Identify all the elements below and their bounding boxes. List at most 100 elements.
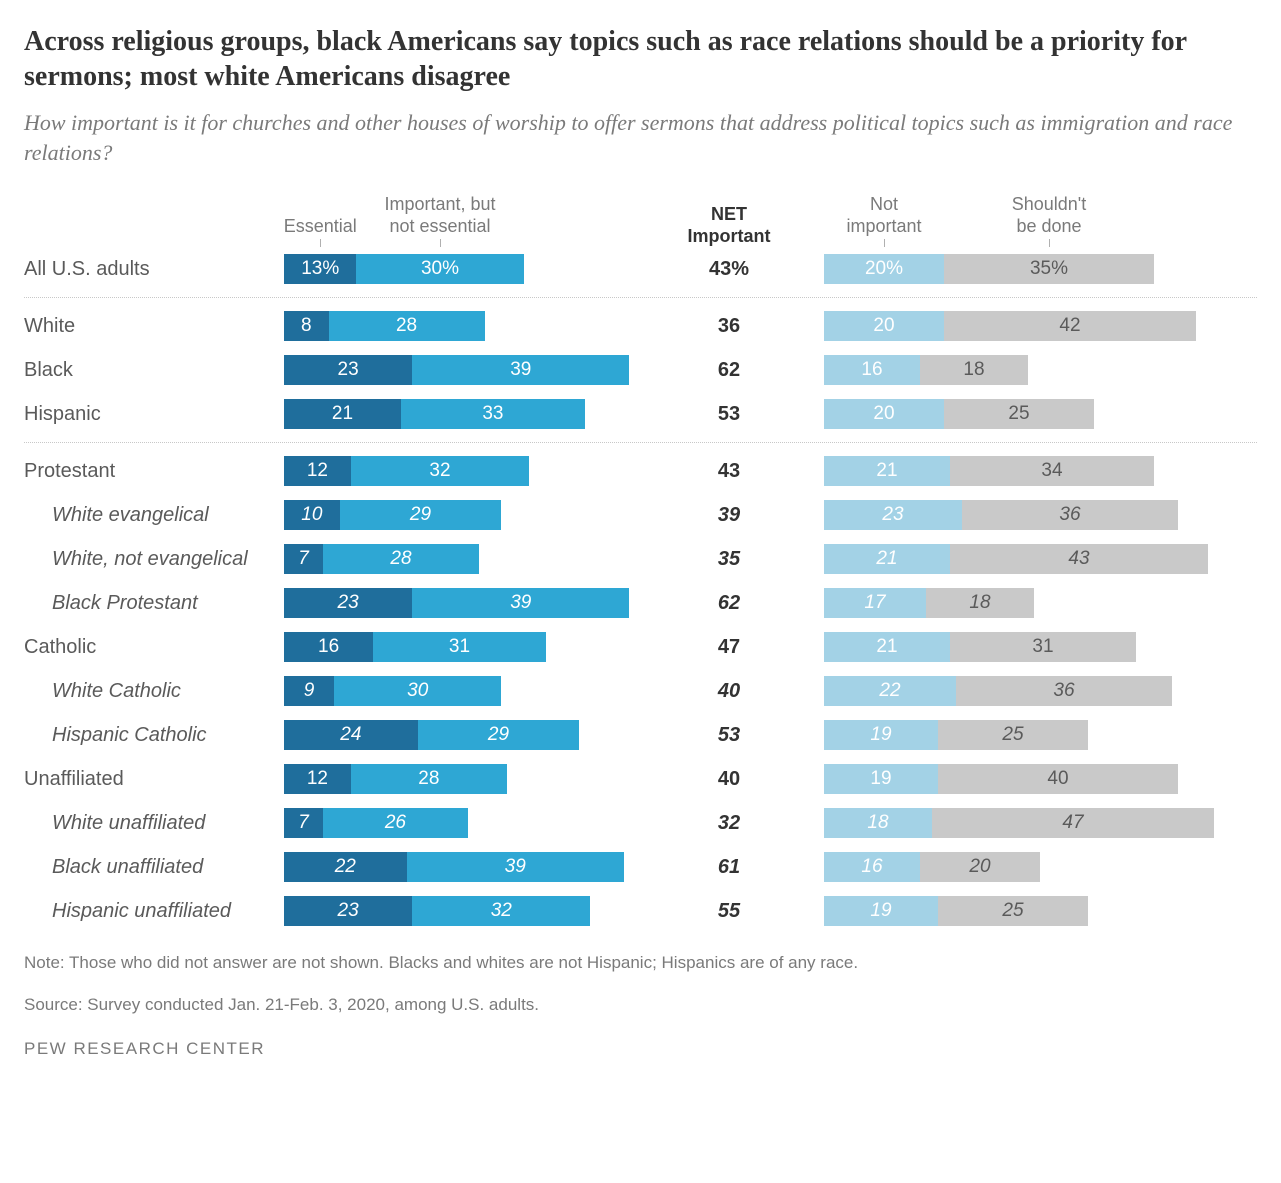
seg-shouldnt: 25 — [938, 896, 1088, 926]
seg-shouldnt: 25 — [944, 399, 1094, 429]
seg-shouldnt: 42 — [944, 311, 1196, 341]
table-row: Catholic1631472131 — [24, 625, 1257, 669]
net-value: 43 — [674, 460, 784, 483]
right-bar: 1925 — [824, 896, 1244, 926]
group-separator — [24, 297, 1257, 298]
table-row: Hispanic Catholic2429531925 — [24, 713, 1257, 757]
seg-not-important: 19 — [824, 764, 938, 794]
seg-not-important: 19 — [824, 720, 938, 750]
seg-important: 32 — [351, 456, 529, 486]
seg-shouldnt: 25 — [938, 720, 1088, 750]
seg-important: 29 — [340, 500, 502, 530]
left-bar: 930 — [284, 676, 674, 706]
header-row: EssentialImportant, but not essential NE… — [24, 189, 1257, 247]
chart-title: Across religious groups, black Americans… — [24, 24, 1257, 94]
left-bar: 2429 — [284, 720, 674, 750]
row-label: Hispanic Catholic — [24, 724, 284, 747]
left-bar: 828 — [284, 311, 674, 341]
seg-not-important: 16 — [824, 852, 920, 882]
table-row: Protestant1232432134 — [24, 449, 1257, 493]
row-label: Unaffiliated — [24, 768, 284, 791]
seg-not-important: 20% — [824, 254, 944, 284]
seg-important: 28 — [351, 764, 507, 794]
seg-essential: 9 — [284, 676, 334, 706]
seg-shouldnt: 20 — [920, 852, 1040, 882]
net-value: 40 — [674, 680, 784, 703]
seg-essential: 12 — [284, 764, 351, 794]
net-value: 43% — [674, 258, 784, 281]
tick — [440, 239, 441, 247]
row-label: Black unaffiliated — [24, 856, 284, 879]
table-row: White unaffiliated726321847 — [24, 801, 1257, 845]
right-bar: 1940 — [824, 764, 1244, 794]
hdr-important-label: Important, but not essential — [360, 194, 520, 237]
seg-essential: 7 — [284, 808, 323, 838]
row-label: White evangelical — [24, 504, 284, 527]
right-bar: 1618 — [824, 355, 1244, 385]
tick — [1049, 239, 1050, 247]
note-line-1: Note: Those who did not answer are not s… — [24, 951, 1257, 975]
seg-not-important: 22 — [824, 676, 956, 706]
row-label: White Catholic — [24, 680, 284, 703]
seg-shouldnt: 31 — [950, 632, 1136, 662]
right-bar: 1718 — [824, 588, 1244, 618]
hdr-not-important: Not important — [804, 194, 964, 247]
seg-shouldnt: 47 — [932, 808, 1214, 838]
seg-shouldnt: 43 — [950, 544, 1208, 574]
left-bar: 726 — [284, 808, 674, 838]
right-bar: 2131 — [824, 632, 1244, 662]
right-bar: 2134 — [824, 456, 1244, 486]
seg-shouldnt: 18 — [926, 588, 1034, 618]
hdr-shouldnt-label: Shouldn't be done — [969, 194, 1129, 237]
row-label: Hispanic — [24, 403, 284, 426]
seg-essential: 7 — [284, 544, 323, 574]
seg-essential: 13% — [284, 254, 356, 284]
left-bar: 2239 — [284, 852, 674, 882]
net-value: 55 — [674, 900, 784, 923]
left-bar: 13%30% — [284, 254, 674, 284]
table-row: Black2339621618 — [24, 348, 1257, 392]
net-value: 35 — [674, 548, 784, 571]
table-row: White Catholic930402236 — [24, 669, 1257, 713]
hdr-important: Important, but not essential — [360, 194, 520, 247]
right-bar: 2025 — [824, 399, 1244, 429]
net-value: 62 — [674, 592, 784, 615]
right-bar: 2042 — [824, 311, 1244, 341]
seg-essential: 8 — [284, 311, 329, 341]
seg-not-important: 23 — [824, 500, 962, 530]
seg-important: 29 — [418, 720, 580, 750]
left-bar: 2339 — [284, 588, 674, 618]
seg-shouldnt: 40 — [938, 764, 1178, 794]
seg-important: 39 — [412, 355, 629, 385]
seg-not-important: 17 — [824, 588, 926, 618]
seg-essential: 23 — [284, 355, 412, 385]
seg-not-important: 20 — [824, 399, 944, 429]
right-bar: 2236 — [824, 676, 1244, 706]
right-bar: 20%35% — [824, 254, 1244, 284]
seg-important: 28 — [329, 311, 485, 341]
seg-essential: 23 — [284, 896, 412, 926]
note-line-2: Source: Survey conducted Jan. 21-Feb. 3,… — [24, 993, 1257, 1017]
rows-container: All U.S. adults13%30%43%20%35%White82836… — [24, 247, 1257, 933]
seg-essential: 12 — [284, 456, 351, 486]
row-label: Catholic — [24, 636, 284, 659]
seg-essential: 24 — [284, 720, 418, 750]
seg-essential: 16 — [284, 632, 373, 662]
left-bar: 728 — [284, 544, 674, 574]
seg-shouldnt: 18 — [920, 355, 1028, 385]
seg-essential: 21 — [284, 399, 401, 429]
left-bar: 1029 — [284, 500, 674, 530]
seg-shouldnt: 35% — [944, 254, 1154, 284]
row-label: White, not evangelical — [24, 548, 284, 571]
seg-important: 30% — [356, 254, 523, 284]
seg-important: 33 — [401, 399, 585, 429]
table-row: All U.S. adults13%30%43%20%35% — [24, 247, 1257, 291]
seg-not-important: 21 — [824, 456, 950, 486]
net-value: 39 — [674, 504, 784, 527]
row-label: Hispanic unaffiliated — [24, 900, 284, 923]
seg-shouldnt: 36 — [956, 676, 1172, 706]
seg-important: 30 — [334, 676, 501, 706]
seg-important: 32 — [412, 896, 590, 926]
table-row: White, not evangelical728352143 — [24, 537, 1257, 581]
seg-not-important: 20 — [824, 311, 944, 341]
